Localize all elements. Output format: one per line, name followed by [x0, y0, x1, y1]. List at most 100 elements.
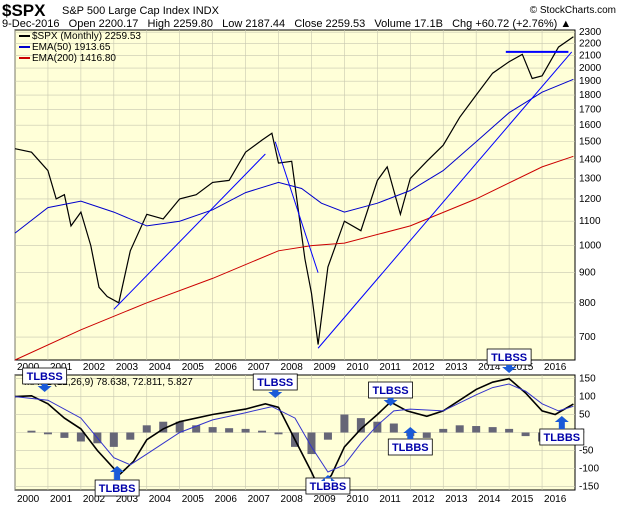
macd-y-tick: 50	[579, 410, 591, 421]
price-y-tick: 800	[579, 298, 596, 309]
price-y-tick: 2000	[579, 63, 602, 74]
callout-label: TLBSS	[372, 385, 408, 397]
price-x-tick: 2008	[281, 362, 304, 373]
price-y-tick: 1900	[579, 76, 602, 87]
price-y-tick: 1700	[579, 105, 602, 116]
macd-histogram-bar	[142, 425, 151, 433]
macd-histogram-bar	[274, 432, 283, 435]
macd-histogram-bar	[126, 432, 135, 440]
price-x-tick: 2015	[511, 362, 534, 373]
arrow-down-icon	[268, 390, 283, 398]
price-x-tick: 2005	[182, 362, 205, 373]
macd-x-tick: 2009	[313, 494, 336, 505]
macd-histogram-bar	[159, 421, 168, 433]
price-x-tick: 2013	[445, 362, 468, 373]
macd-x-tick: 2000	[17, 494, 40, 505]
callout-label: TLBBS	[392, 442, 429, 454]
price-x-tick: 2006	[215, 362, 238, 373]
tlbbs-callout: TLBBS	[387, 427, 433, 456]
macd-x-tick: 2008	[281, 494, 304, 505]
macd-histogram-bar	[225, 428, 234, 433]
signal-line	[14, 383, 574, 473]
macd-y-tick: 150	[579, 374, 596, 385]
macd-histogram-bar	[439, 428, 448, 433]
macd-x-tick: 2004	[149, 494, 172, 505]
price-y-tick: 2100	[579, 51, 602, 62]
price-y-tick: 900	[579, 268, 596, 279]
price-x-tick: 2010	[346, 362, 369, 373]
ema50-line	[14, 78, 574, 234]
price-x-tick: 2016	[544, 362, 567, 373]
price-x-tick: 2012	[412, 362, 435, 373]
macd-histogram-bar	[27, 430, 36, 433]
macd-x-tick: 2005	[182, 494, 205, 505]
arrow-up-icon	[320, 475, 335, 481]
arrow-up-icon	[403, 427, 418, 439]
macd-x-tick: 2010	[346, 494, 369, 505]
macd-y-tick: -50	[579, 445, 594, 456]
tlbss-callout: TLBSS	[368, 381, 413, 406]
legend-macd: MACD(12,26,9) 78.638, 72.811, 5.827	[24, 377, 193, 388]
macd-y-tick: 100	[579, 392, 596, 403]
macd-x-tick: 2001	[50, 494, 73, 505]
macd-x-axis: 2000 2001 2002 2003 2004 2005 2006 2007 2008 2009…	[17, 494, 567, 505]
price-y-axis: 700 800 900 1000 1100 1200 1300 1400 1500 1600 170…	[579, 27, 602, 343]
price-x-tick: 2014	[478, 362, 501, 373]
annotations: TLBSS TLBSS TLBSS TLBSS TLBBS TLBBS TLBBS TLBBS	[22, 348, 585, 497]
macd-x-tick: 2012	[412, 494, 435, 505]
index-name: S&P 500 Large Cap Index INDX	[62, 5, 219, 17]
price-y-tick: 1300	[579, 173, 602, 184]
macd-histogram-bar	[356, 418, 365, 433]
tlbbs-callout: TLBBS	[94, 466, 140, 497]
macd-histogram	[27, 414, 578, 455]
trendline	[113, 153, 266, 310]
price-y-tick: 1100	[579, 216, 601, 227]
macd-histogram-bar	[208, 427, 217, 433]
macd-histogram-bar	[472, 426, 481, 433]
price-x-tick: 2000	[17, 362, 40, 373]
ohlc-line: 9-Dec-2016 Open 2200.17 High 2259.80 Low…	[2, 18, 572, 30]
macd-x-tick: 2015	[511, 494, 534, 505]
trendline	[274, 141, 319, 273]
price-y-tick: 1400	[579, 154, 602, 165]
price-y-tick: 1600	[579, 120, 602, 131]
arrow-down-icon	[37, 384, 52, 392]
macd-histogram-bar	[455, 425, 464, 433]
macd-histogram-bar	[175, 421, 184, 433]
macd-histogram-bar	[241, 428, 250, 433]
price-y-tick: 1000	[579, 241, 602, 252]
tlbbs-callout: TLBBS	[305, 475, 351, 495]
macd-histogram-bar	[488, 427, 497, 433]
callout-label: TLBBS	[310, 481, 347, 493]
macd-y-tick: -150	[579, 481, 599, 492]
price-legend: $SPX (Monthly) 2259.53 EMA(50) 1913.65 E…	[19, 31, 141, 64]
price-x-tick: 2002	[83, 362, 106, 373]
arrow-down-icon	[383, 398, 398, 406]
ema200-line	[14, 155, 574, 361]
macd-x-tick: 2006	[215, 494, 238, 505]
macd-x-tick: 2013	[445, 494, 468, 505]
price-y-tick: 700	[579, 332, 596, 343]
arrow-down-icon	[502, 365, 517, 373]
price-x-axis: 2000 2001 2002 2003 2004 2005 2006 2007 2008 2009…	[17, 362, 567, 373]
trendlines	[113, 50, 573, 349]
tlbss-callout: TLBSS	[22, 367, 68, 392]
price-x-tick: 2001	[50, 362, 73, 373]
arrow-up-icon	[554, 416, 569, 429]
macd-histogram-bar	[389, 423, 398, 433]
macd-histogram-bar	[109, 432, 118, 447]
price-grid	[14, 30, 575, 360]
callout-label: TLBBS	[99, 483, 136, 495]
trendline	[317, 51, 573, 349]
macd-histogram-bar	[60, 432, 69, 438]
macd-histogram-bar	[521, 432, 530, 437]
macd-histogram-bar	[192, 425, 201, 433]
legend-price: $SPX (Monthly) 2259.53	[32, 31, 141, 42]
ticker-symbol: $SPX	[2, 1, 46, 20]
callout-label: TLBBS	[543, 432, 580, 444]
macd-x-tick: 2002	[83, 494, 106, 505]
macd-x-tick: 2007	[248, 494, 271, 505]
macd-histogram-bar	[43, 432, 52, 435]
macd-histogram-bar	[258, 430, 267, 433]
